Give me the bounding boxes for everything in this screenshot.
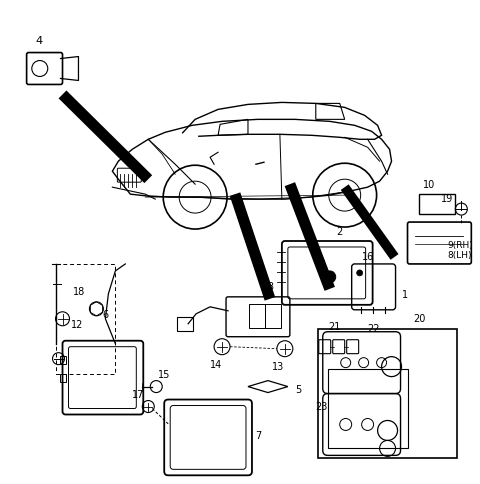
Text: 23: 23 — [315, 401, 328, 410]
Text: 6: 6 — [102, 309, 108, 319]
Text: 17: 17 — [132, 389, 144, 399]
Text: 3: 3 — [267, 281, 273, 291]
Text: 12: 12 — [71, 319, 83, 329]
Circle shape — [324, 272, 336, 283]
Text: 13: 13 — [272, 361, 284, 371]
Circle shape — [357, 271, 363, 276]
Text: 18: 18 — [72, 286, 85, 296]
Text: 7: 7 — [255, 431, 261, 440]
Text: 21: 21 — [328, 321, 341, 331]
Text: 9(RH): 9(RH) — [447, 241, 473, 249]
Text: 5: 5 — [295, 384, 301, 394]
Text: 19: 19 — [441, 194, 454, 204]
Text: 8(LH): 8(LH) — [447, 250, 472, 259]
Text: 16: 16 — [361, 251, 374, 261]
Text: 14: 14 — [210, 359, 222, 369]
Text: 15: 15 — [158, 369, 170, 379]
Text: 11: 11 — [316, 259, 328, 270]
Text: 22: 22 — [367, 323, 380, 333]
Text: 10: 10 — [423, 180, 435, 190]
Text: 2: 2 — [336, 227, 343, 237]
Text: 20: 20 — [413, 313, 426, 323]
Text: 1: 1 — [402, 289, 408, 299]
Text: 4: 4 — [35, 35, 42, 45]
